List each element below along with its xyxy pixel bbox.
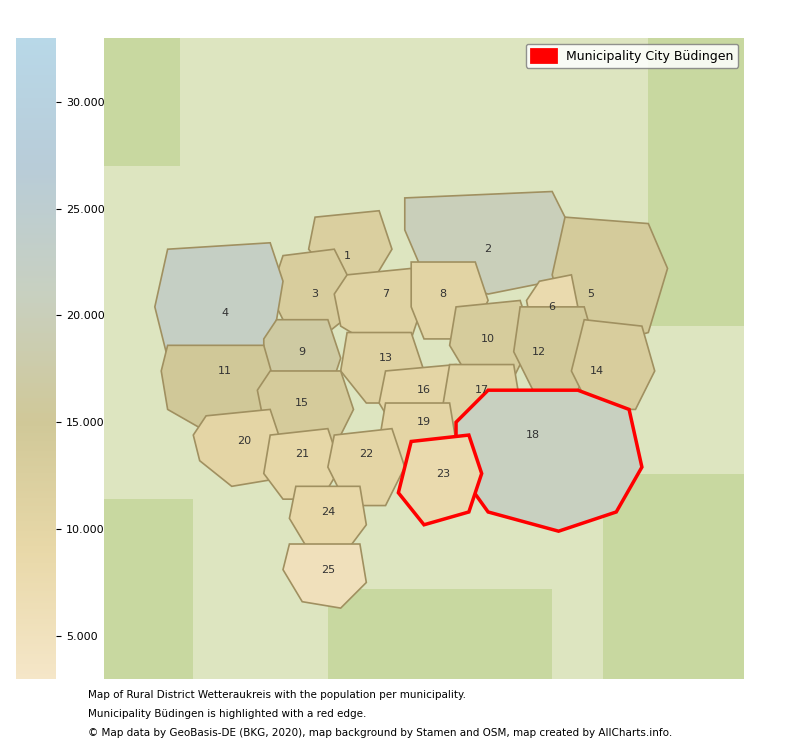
Text: 11: 11 (218, 366, 232, 376)
Polygon shape (194, 409, 283, 486)
Text: 20: 20 (238, 437, 252, 446)
Text: 9: 9 (298, 347, 306, 357)
Polygon shape (379, 403, 456, 474)
Text: 7: 7 (382, 289, 389, 299)
Polygon shape (552, 217, 667, 345)
Polygon shape (155, 243, 283, 384)
Text: Map of Rural District Wetteraukreis with the population per municipality.: Map of Rural District Wetteraukreis with… (88, 690, 466, 700)
Polygon shape (456, 391, 642, 532)
Text: Municipality Büdingen is highlighted with a red edge.: Municipality Büdingen is highlighted wit… (88, 709, 366, 719)
Polygon shape (398, 435, 482, 525)
Polygon shape (328, 428, 405, 506)
Polygon shape (270, 250, 360, 333)
Polygon shape (526, 275, 578, 339)
Polygon shape (309, 211, 392, 281)
Text: 10: 10 (481, 334, 495, 344)
Polygon shape (334, 268, 424, 345)
Text: 13: 13 (378, 353, 393, 363)
Bar (648, 38, 745, 326)
Text: 25: 25 (321, 565, 335, 575)
Polygon shape (283, 544, 366, 608)
Polygon shape (443, 365, 520, 435)
Text: 22: 22 (359, 449, 374, 459)
Bar (328, 589, 552, 679)
Bar (103, 38, 181, 166)
Polygon shape (379, 365, 462, 435)
Text: 8: 8 (440, 289, 446, 299)
Text: 15: 15 (295, 398, 310, 408)
Text: 12: 12 (532, 347, 546, 357)
Polygon shape (162, 345, 277, 435)
Text: 17: 17 (474, 385, 489, 395)
Polygon shape (411, 262, 488, 339)
Legend: Municipality City Büdingen: Municipality City Büdingen (526, 44, 738, 68)
Text: 6: 6 (549, 302, 556, 312)
Polygon shape (571, 320, 654, 409)
Polygon shape (264, 320, 341, 403)
Polygon shape (341, 333, 424, 403)
Text: 4: 4 (222, 308, 229, 318)
Bar (603, 474, 745, 679)
Polygon shape (514, 307, 597, 391)
Polygon shape (258, 371, 354, 448)
Text: 1: 1 (343, 250, 350, 261)
Text: 24: 24 (321, 507, 335, 517)
Polygon shape (405, 192, 571, 294)
Text: 2: 2 (485, 244, 492, 254)
Polygon shape (450, 301, 533, 378)
Polygon shape (290, 486, 366, 550)
Text: 3: 3 (311, 289, 318, 299)
Text: 16: 16 (417, 385, 431, 395)
Text: 14: 14 (590, 366, 604, 376)
Text: 21: 21 (295, 449, 310, 459)
Bar (103, 499, 194, 679)
Polygon shape (264, 428, 341, 499)
Text: © Map data by GeoBasis-DE (BKG, 2020), map background by Stamen and OSM, map cre: © Map data by GeoBasis-DE (BKG, 2020), m… (88, 728, 672, 737)
Text: 5: 5 (587, 289, 594, 299)
Text: 23: 23 (436, 468, 450, 479)
Text: 18: 18 (526, 430, 540, 440)
Text: 19: 19 (417, 417, 431, 428)
